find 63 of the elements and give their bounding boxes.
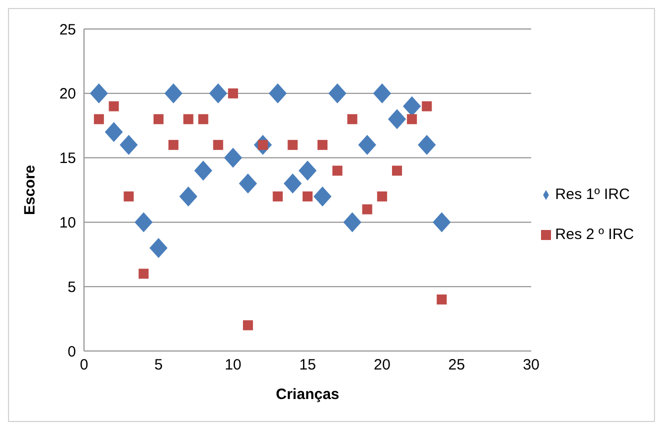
point: [317, 140, 328, 150]
x-tick-label: 20: [374, 356, 390, 374]
point: [224, 148, 242, 168]
point: [298, 160, 317, 181]
y-tick-label: 10: [59, 214, 76, 232]
point: [228, 88, 238, 98]
point: [432, 212, 451, 232]
point: [347, 114, 358, 124]
point: [436, 294, 447, 304]
point: [418, 134, 436, 155]
x-tick-label: 10: [224, 356, 242, 374]
x-tick-label: 25: [448, 356, 465, 374]
point: [402, 96, 421, 116]
point: [238, 174, 257, 194]
point: [242, 320, 253, 330]
point: [120, 134, 138, 155]
point: [422, 101, 432, 112]
point: [198, 114, 208, 124]
point: [388, 109, 406, 130]
point: [213, 140, 224, 150]
legend-label: Res 2 º IRC: [555, 226, 634, 243]
point: [108, 101, 119, 112]
point: [313, 186, 332, 206]
point: [332, 166, 342, 176]
point: [302, 191, 313, 202]
point: [406, 114, 417, 124]
point: [343, 212, 362, 232]
y-tick-label: 5: [68, 278, 76, 296]
y-tick-label: 0: [68, 343, 76, 360]
point: [358, 134, 376, 155]
y-tick-label: 15: [59, 150, 76, 168]
point: [328, 83, 346, 104]
point: [272, 191, 283, 202]
point: [134, 212, 153, 232]
point: [377, 191, 388, 202]
y-tick-label: 20: [59, 86, 76, 103]
point: [94, 114, 104, 124]
y-axis-title: Escore: [21, 164, 38, 216]
x-tick-label: 30: [522, 356, 540, 374]
point: [164, 83, 182, 104]
point: [268, 83, 287, 104]
point: [150, 238, 168, 258]
point: [90, 83, 108, 104]
point: [362, 204, 372, 214]
point: [104, 122, 123, 142]
point: [288, 140, 298, 150]
point: [194, 160, 212, 181]
x-tick-label: 5: [154, 356, 163, 374]
point: [168, 140, 178, 150]
x-tick-label: 0: [80, 356, 88, 374]
x-tick-label: 15: [299, 356, 316, 374]
point: [183, 114, 194, 124]
point: [124, 191, 134, 202]
y-tick-label: 25: [59, 21, 76, 38]
point: [392, 166, 402, 176]
point: [209, 83, 228, 104]
point: [138, 268, 149, 279]
point: [154, 114, 164, 124]
point: [179, 186, 198, 206]
point: [284, 174, 302, 194]
point: [373, 83, 392, 104]
legend-label: Res 1º IRC: [555, 186, 630, 203]
x-axis-title: Crianças: [276, 386, 340, 403]
